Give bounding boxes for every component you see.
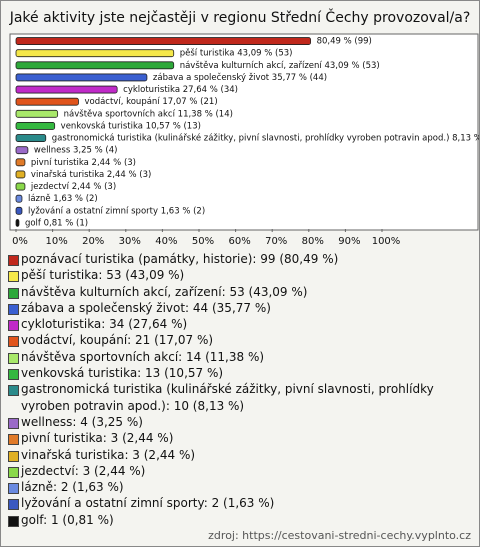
legend-item: vodáctví, koupání: 21 (17,07 %): [7, 332, 469, 348]
x-tick-label: 40%: [155, 236, 177, 247]
legend-item: lázně: 2 (1,63 %): [7, 479, 469, 495]
legend-swatch: [8, 320, 19, 332]
x-tick-label: 80%: [302, 236, 324, 247]
x-tick-label: 100%: [372, 236, 401, 247]
legend-swatch: [8, 271, 19, 283]
bar: [15, 134, 47, 142]
legend-item: wellness: 4 (3,25 %): [7, 414, 469, 430]
legend-label: wellness: 4 (3,25 %): [21, 414, 143, 429]
legend-label: pivní turistika: 3 (2,44 %): [21, 431, 174, 446]
legend-swatch: [8, 450, 19, 462]
bar: [15, 146, 29, 155]
legend-label: gastronomická turistika (kulinářské záži…: [21, 382, 434, 413]
legend-item: pivní turistika: 3 (2,44 %): [7, 430, 469, 446]
legend-swatch: [8, 303, 19, 315]
legend-label: vinařská turistika: 3 (2,44 %): [21, 447, 196, 462]
bar-label: gastronomická turistika (kulinářské záži…: [52, 133, 479, 144]
legend-swatch: [8, 434, 19, 446]
legend-label: vodáctví, koupání: 21 (17,07 %): [21, 333, 214, 348]
bar: [15, 37, 311, 45]
legend-item: pěší turistika: 53 (43,09 %): [7, 267, 469, 283]
x-tick-label: 70%: [265, 236, 287, 247]
legend-swatch: [8, 466, 19, 478]
legend-item: návštěva kulturních akcí, zařízení: 53 (…: [7, 284, 469, 300]
legend-label: zábava a společenský život: 44 (35,77 %): [21, 300, 271, 315]
legend-swatch: [8, 483, 19, 495]
x-tick-label: 30%: [119, 236, 141, 247]
bar: [15, 170, 26, 179]
legend-label: jezdectví: 3 (2,44 %): [21, 463, 146, 478]
bar-label: golf 0,81 % (1): [25, 218, 88, 228]
legend-label: cykloturistika: 34 (27,64 %): [21, 317, 188, 332]
legend-item: zábava a společenský život: 44 (35,77 %): [7, 300, 469, 316]
bar-label: lyžování a ostatní zimní sporty 1,63 % (…: [28, 206, 205, 216]
bar-label: vinařská turistika 2,44 % (3): [31, 170, 151, 180]
bar-label: vodáctví, koupání 17,07 % (21): [84, 97, 217, 107]
legend-swatch: [8, 287, 19, 299]
legend-label: lázně: 2 (1,63 %): [21, 480, 124, 495]
bar: [15, 194, 23, 203]
bar: [15, 122, 56, 130]
legend-item: návštěva sportovních akcí: 14 (11,38 %): [7, 349, 469, 365]
bar-label: návštěva kulturních akcí, zařízení 43,09…: [180, 60, 380, 71]
bar: [15, 61, 175, 70]
legend-item: golf: 1 (0,81 %): [7, 512, 469, 528]
bar-label: pěší turistika 43,09 % (53): [180, 48, 293, 59]
legend-item: lyžování a ostatní zimní sporty: 2 (1,63…: [7, 495, 469, 511]
chart-title: Jaké aktivity jste nejčastěji v regionu …: [9, 8, 471, 26]
bar-label: cykloturistika 27,64 % (34): [123, 85, 238, 95]
legend: poznávací turistika (památky, historie):…: [7, 251, 469, 528]
legend-label: venkovská turistika: 13 (10,57 %): [21, 366, 224, 381]
x-tick-label: 20%: [82, 236, 104, 247]
bar-label: jezdectví 2,44 % (3): [30, 182, 116, 192]
bar-label: návštěva sportovních akcí 11,38 % (14): [64, 108, 233, 119]
bar: [15, 109, 59, 118]
bar: [15, 158, 26, 167]
bar: [15, 49, 175, 58]
bar-label: pivní turistika 2,44 % (3): [31, 158, 136, 168]
x-tick-label: 50%: [192, 236, 214, 247]
legend-swatch: [8, 336, 19, 348]
legend-swatch: [8, 515, 19, 527]
legend-item: cykloturistika: 34 (27,64 %): [7, 316, 469, 332]
source: zdroj: https://cestovani-stredni-cechy.v…: [208, 529, 471, 542]
legend-swatch: [8, 369, 19, 381]
legend-label: pěší turistika: 53 (43,09 %): [21, 268, 185, 283]
bar-label: zábava a společenský život 35,77 % (44): [153, 72, 327, 83]
x-tick-label: 0%: [12, 236, 28, 247]
chart: Jaké aktivity jste nejčastěji v regionu …: [9, 8, 479, 247]
legend-swatch: [8, 385, 19, 397]
legend-swatch: [8, 417, 19, 429]
bar: [15, 182, 26, 191]
bar-label: 80,49 % (99): [317, 37, 372, 47]
bar: [15, 206, 23, 215]
bar: [15, 85, 118, 94]
x-tick-label: 10%: [45, 236, 67, 247]
x-tick-label: 90%: [338, 236, 360, 247]
x-tick-label: 60%: [228, 236, 250, 247]
bar: [15, 73, 148, 82]
legend-label: poznávací turistika (památky, historie):…: [21, 252, 339, 266]
bar-label: wellness 3,25 % (4): [34, 146, 118, 156]
legend-label: golf: 1 (0,81 %): [21, 512, 114, 527]
legend-label: lyžování a ostatní zimní sporty: 2 (1,63…: [21, 496, 275, 511]
bar: [15, 97, 79, 106]
bar-label: venkovská turistika 10,57 % (13): [61, 121, 201, 131]
legend-item: poznávací turistika (památky, historie):…: [7, 251, 469, 267]
legend-swatch: [8, 352, 19, 364]
bar: [15, 219, 20, 227]
legend-swatch: [8, 499, 19, 511]
legend-label: návštěva sportovních akcí: 14 (11,38 %): [21, 349, 265, 364]
bar-label: lázně 1,63 % (2): [28, 194, 98, 204]
legend-item: jezdectví: 3 (2,44 %): [7, 463, 469, 479]
legend-label: návštěva kulturních akcí, zařízení: 53 (…: [21, 284, 308, 299]
legend-item: vinařská turistika: 3 (2,44 %): [7, 447, 469, 463]
legend-item: venkovská turistika: 13 (10,57 %): [7, 365, 469, 381]
legend-swatch: [8, 255, 19, 266]
legend-item: gastronomická turistika (kulinářské záži…: [7, 381, 469, 414]
